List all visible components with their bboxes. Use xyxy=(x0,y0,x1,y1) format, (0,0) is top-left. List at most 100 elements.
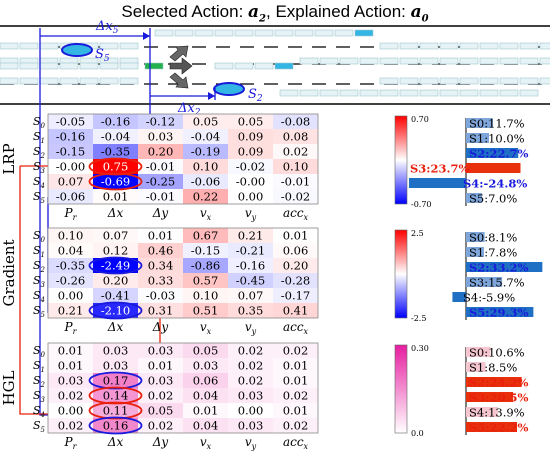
heatmap-value: 0.07 xyxy=(103,229,129,243)
vehicle xyxy=(499,77,519,85)
vehicle xyxy=(399,57,419,65)
heatmap-value: -0.86 xyxy=(191,259,221,273)
heatmap-cell xyxy=(48,403,93,418)
heatmap-value: 0.17 xyxy=(103,374,129,388)
heatmap-cell xyxy=(93,403,138,418)
heatmap-cell xyxy=(183,418,228,433)
colorbar xyxy=(394,344,408,434)
heatmap-cell xyxy=(138,388,183,403)
s2-highlight xyxy=(213,82,245,96)
heatmap-cell xyxy=(93,373,138,388)
heatmap-cell xyxy=(93,189,138,204)
heatmap-value: 0.33 xyxy=(148,274,174,288)
heatmap-cell xyxy=(138,114,183,129)
vehicle xyxy=(19,62,39,70)
heatmap-cell xyxy=(138,403,183,418)
row-label: S0 xyxy=(33,344,46,359)
heatmap-cell xyxy=(48,174,93,189)
vehicle xyxy=(119,77,139,85)
heatmap-value: 0.03 xyxy=(148,130,174,144)
heatmap-cell xyxy=(183,174,228,189)
heatmap-cell xyxy=(183,288,228,303)
heatmap-value: 0.12 xyxy=(103,244,129,258)
heatmap-value: -0.03 xyxy=(146,289,176,303)
vehicle xyxy=(119,42,139,50)
heatmap-cell xyxy=(228,358,273,373)
vehicle xyxy=(459,77,479,85)
importance-bar xyxy=(466,407,498,417)
heatmap-value: 0.02 xyxy=(58,389,84,403)
heatmap-cell xyxy=(93,174,138,189)
vehicle xyxy=(519,77,539,85)
highlight-ellipses xyxy=(88,157,143,435)
row-label: S1 xyxy=(33,359,45,374)
vehicle xyxy=(399,42,419,50)
bar-label: S2:22.7% xyxy=(469,147,529,161)
vehicle xyxy=(379,57,399,65)
colorbar-min-label: -0.70 xyxy=(411,200,432,209)
heatmap-value: 0.34 xyxy=(148,259,174,273)
heatmap-value: -0.35 xyxy=(101,145,131,159)
row-label: S4 xyxy=(33,175,45,190)
vehicle xyxy=(439,57,459,65)
heatmap-value: -0.01 xyxy=(281,175,311,189)
vehicle xyxy=(194,29,214,37)
row-label: S1 xyxy=(33,130,45,145)
vehicle xyxy=(399,89,419,97)
vehicle xyxy=(99,62,119,70)
heatmap-cell xyxy=(273,243,318,258)
heatmap-cell xyxy=(138,189,183,204)
heatmap-value: -2.10 xyxy=(101,304,131,318)
vehicle xyxy=(399,77,419,85)
row-label: S3 xyxy=(33,274,46,289)
column-label: Pr xyxy=(64,320,78,336)
importance-bar xyxy=(466,163,521,173)
dx5-arrowhead xyxy=(143,32,150,40)
heatmap-cell xyxy=(273,114,318,129)
vehicle xyxy=(274,62,294,70)
vehicle xyxy=(439,77,459,85)
heatmap-cell xyxy=(228,243,273,258)
vehicle xyxy=(479,57,499,65)
heatmap-value: 0.03 xyxy=(103,359,129,373)
heatmap-cell xyxy=(138,258,183,273)
heatmap-cell xyxy=(93,129,138,144)
heatmap-value: 0.09 xyxy=(238,130,264,144)
heatmap-cell xyxy=(183,358,228,373)
heatmap-value: 0.06 xyxy=(193,374,219,388)
cell-highlight-ellipse xyxy=(88,157,143,176)
vehicle xyxy=(279,89,299,97)
road-scene: Δx5 Δx2 S5 S2 xyxy=(0,19,550,118)
heatmap-value: 0.02 xyxy=(238,359,264,373)
heatmap-cell xyxy=(93,258,138,273)
heatmap-cell xyxy=(93,303,138,318)
heatmap-value: 0.10 xyxy=(193,160,219,174)
vehicle xyxy=(519,89,539,97)
vehicle xyxy=(59,62,79,70)
vehicle xyxy=(254,29,274,37)
importance-bar xyxy=(466,307,534,317)
importance-bar xyxy=(466,347,491,357)
heatmap-cell xyxy=(93,159,138,174)
column-label: vy xyxy=(245,320,257,336)
heatmap-cell xyxy=(183,343,228,358)
heatmap-value: -0.15 xyxy=(56,145,86,159)
heatmap-cell xyxy=(273,388,318,403)
heatmap-value: -0.16 xyxy=(101,115,131,129)
heatmap-value: 0.10 xyxy=(58,229,84,243)
heatmap-cell xyxy=(228,343,273,358)
heatmap-value: 0.04 xyxy=(193,419,219,433)
heatmap-value: 0.00 xyxy=(58,289,84,303)
row-label: S2 xyxy=(33,259,46,274)
dx5-label: Δx5 xyxy=(95,19,119,36)
heatmap-cell xyxy=(93,418,138,433)
heatmap-value: -0.01 xyxy=(146,160,176,174)
heatmap-border xyxy=(47,113,319,205)
heatmap-cell xyxy=(183,114,228,129)
importance-bar xyxy=(466,362,486,372)
heatmap-value: 0.67 xyxy=(193,229,219,243)
vehicle xyxy=(39,62,59,70)
cell-highlight-ellipse xyxy=(88,172,143,191)
bar-label: S3:23.7% xyxy=(410,162,470,176)
